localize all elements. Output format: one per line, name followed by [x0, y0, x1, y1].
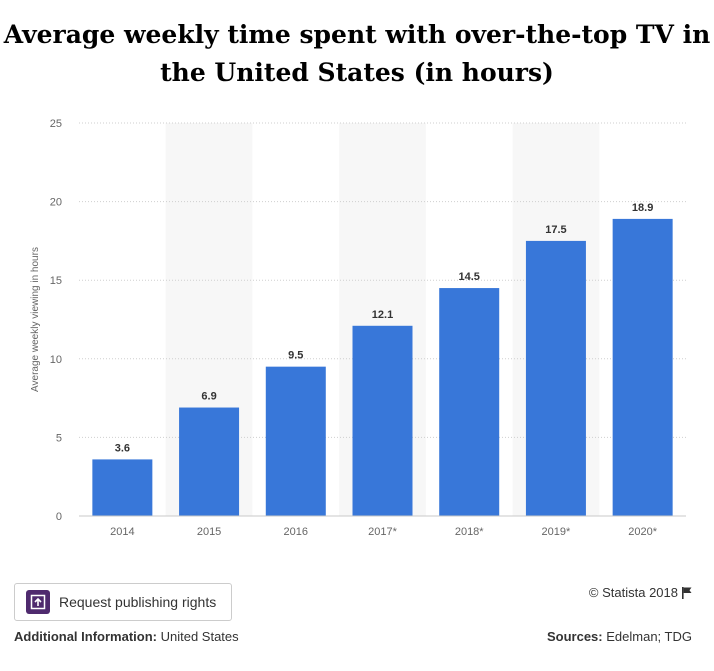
data-label-2014: 3.6: [115, 442, 130, 454]
bar-2014[interactable]: [92, 459, 153, 516]
y-tick-label-10: 10: [50, 354, 62, 366]
data-labels: 3.6 6.9 9.5 12.1 14.5 17.5 18.9: [115, 202, 654, 455]
data-label-2018*: 14.5: [459, 271, 480, 283]
chart-title: Average weekly time spent with over-the-…: [3, 20, 711, 87]
bar-2017*[interactable]: [352, 325, 413, 516]
copyright-notice: © Statista 2018: [589, 585, 692, 600]
y-axis-ticks: 0 5 10 15 20 25: [50, 118, 62, 523]
y-tick-label-25: 25: [50, 118, 62, 130]
bar-2018*[interactable]: [439, 288, 500, 516]
flag-icon[interactable]: [682, 586, 692, 599]
bar-2016[interactable]: [265, 366, 326, 516]
data-label-2020*: 18.9: [632, 202, 653, 214]
request-publishing-rights-label: Request publishing rights: [59, 594, 217, 610]
x-tick-label-2018*: 2018*: [455, 526, 484, 538]
y-tick-label-15: 15: [50, 275, 62, 287]
additional-information-label: Additional Information:: [14, 629, 157, 644]
bar-2019*[interactable]: [525, 240, 586, 516]
copyright-text: © Statista 2018: [588, 585, 678, 600]
bar-2020*[interactable]: [612, 218, 673, 516]
data-label-2016: 9.5: [288, 350, 303, 362]
additional-information-value: United States: [160, 629, 239, 644]
y-tick-label-0: 0: [56, 511, 62, 523]
bar-chart: 0 5 10 15 20 25 3.6 6.9 9.5 12.1 14.5 17.5 18.9 201…: [30, 118, 686, 538]
bar-2015[interactable]: [179, 407, 240, 516]
x-tick-label-2020*: 2020*: [628, 526, 657, 538]
publish-icon: [26, 590, 50, 614]
sources-value: Edelman; TDG: [606, 629, 692, 644]
y-tick-label-20: 20: [50, 197, 62, 209]
x-axis-ticks: 2014 2015 2016 2017* 2018* 2019* 2020*: [110, 526, 658, 538]
request-publishing-rights-button[interactable]: Request publishing rights: [14, 583, 232, 621]
sources-label: Sources:: [546, 629, 603, 644]
y-tick-label-5: 5: [56, 432, 62, 444]
y-axis-title: Average weekly viewing in hours: [30, 247, 41, 392]
additional-information: Additional Information: United States: [14, 629, 239, 644]
data-label-2015: 6.9: [201, 391, 216, 403]
x-tick-label-2019*: 2019*: [542, 526, 571, 538]
data-label-2019*: 17.5: [545, 224, 566, 236]
bars: [92, 218, 673, 516]
x-tick-label-2016: 2016: [284, 526, 308, 538]
x-tick-label-2014: 2014: [110, 526, 134, 538]
x-tick-label-2015: 2015: [197, 526, 221, 538]
x-tick-label-2017*: 2017*: [368, 526, 397, 538]
data-label-2017*: 12.1: [372, 309, 393, 321]
sources: Sources: Edelman; TDG: [547, 629, 692, 644]
